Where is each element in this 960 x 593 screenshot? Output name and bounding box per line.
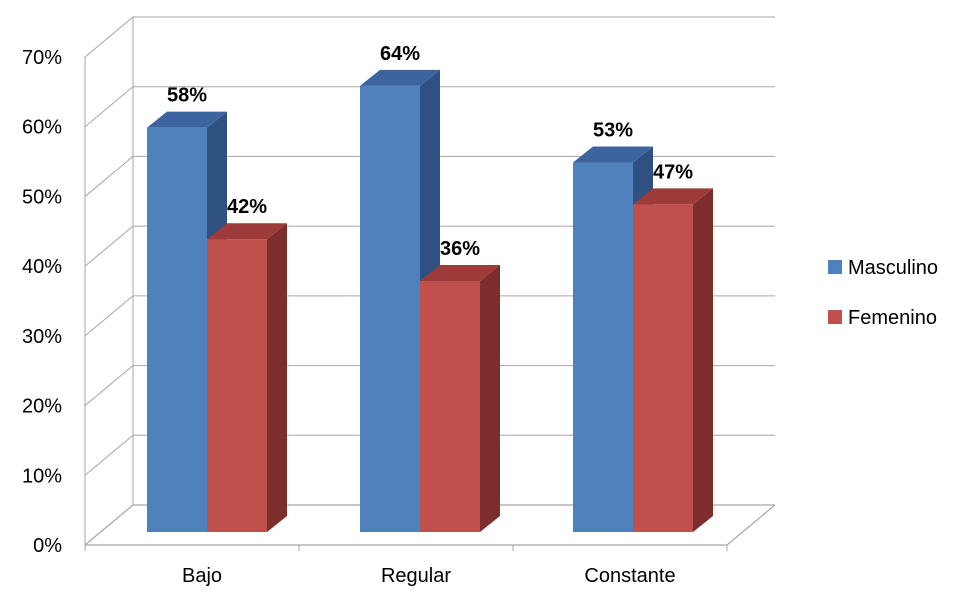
legend-swatch bbox=[828, 310, 842, 324]
data-label: 42% bbox=[227, 196, 267, 218]
bar bbox=[633, 204, 693, 532]
y-tick-label: 40% bbox=[22, 256, 62, 278]
bar-side-face bbox=[480, 265, 500, 532]
y-tick-label: 30% bbox=[22, 326, 62, 348]
bar-side-face bbox=[693, 188, 713, 532]
x-category-label: Bajo bbox=[182, 565, 222, 587]
legend-label: Femenino bbox=[848, 307, 937, 329]
y-tick-label: 10% bbox=[22, 465, 62, 487]
y-axis-ticks: 0% 10% 20% 30% 40% 50% 60% 70% bbox=[22, 47, 62, 557]
y-tick-label: 20% bbox=[22, 396, 62, 418]
data-label: 64% bbox=[380, 43, 420, 65]
bar bbox=[147, 128, 207, 532]
gridline bbox=[85, 17, 775, 57]
legend-swatch bbox=[828, 260, 842, 274]
x-category-label: Constante bbox=[584, 565, 675, 587]
bar-side-face bbox=[267, 223, 287, 532]
bar bbox=[573, 163, 633, 532]
data-label: 36% bbox=[440, 238, 480, 260]
x-axis-categories: Bajo Regular Constante bbox=[182, 565, 676, 587]
legend-label: Masculino bbox=[848, 257, 938, 279]
data-label: 58% bbox=[167, 85, 207, 107]
y-tick-label: 60% bbox=[22, 117, 62, 139]
bar bbox=[360, 86, 420, 532]
data-label: 53% bbox=[593, 120, 633, 142]
bar bbox=[207, 239, 267, 532]
data-label: 47% bbox=[653, 161, 693, 183]
y-tick-label: 0% bbox=[33, 535, 62, 557]
legend: Masculino Femenino bbox=[828, 257, 938, 329]
y-tick-label: 70% bbox=[22, 47, 62, 69]
y-tick-label: 50% bbox=[22, 186, 62, 208]
bar bbox=[420, 281, 480, 532]
x-category-label: Regular bbox=[381, 565, 451, 587]
